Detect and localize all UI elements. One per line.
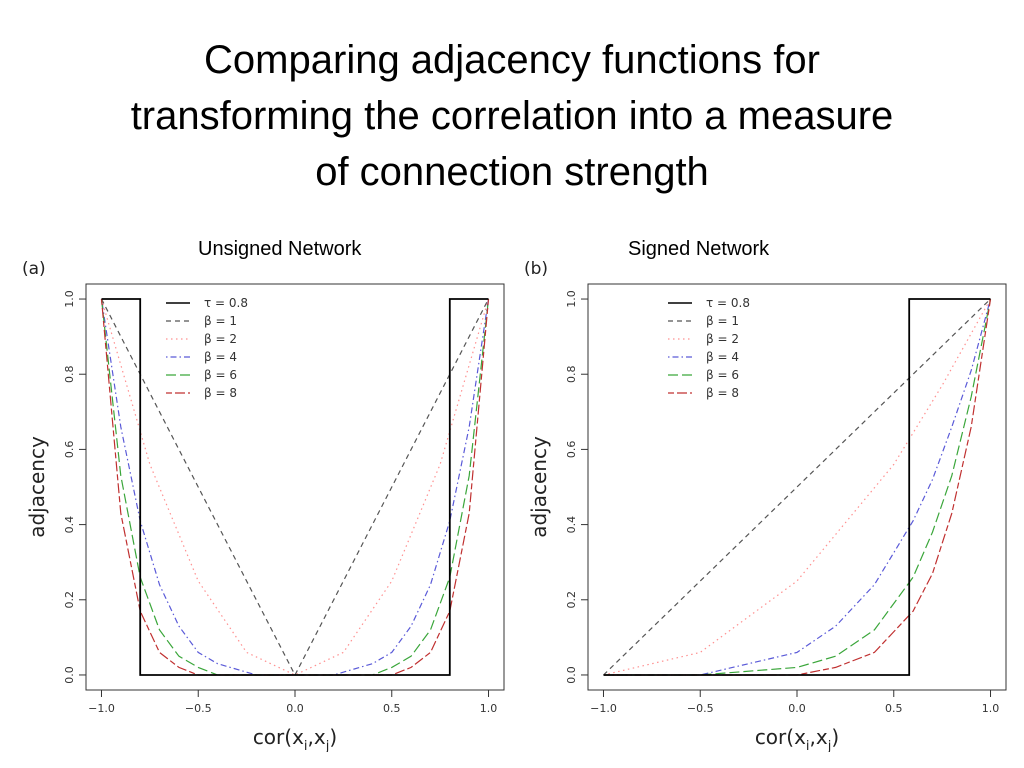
x-axis-label: cor(xi,xj) (253, 725, 337, 752)
x-tick-label: −0.5 (185, 702, 212, 715)
x-tick-label: −0.5 (687, 702, 714, 715)
x-tick-label: 1.0 (982, 702, 1000, 715)
legend-label: β = 1 (204, 314, 237, 328)
y-tick-label: 0.4 (565, 516, 578, 534)
legend-label: β = 2 (706, 332, 739, 346)
legend-label: β = 2 (204, 332, 237, 346)
legend-label: β = 6 (706, 368, 739, 382)
y-axis-label: adjacency (527, 436, 551, 538)
y-tick-label: 0.6 (565, 441, 578, 459)
legend-label: β = 1 (706, 314, 739, 328)
x-tick-label: 1.0 (480, 702, 498, 715)
series-line (603, 298, 992, 676)
panel-title-unsigned: Unsigned Network (198, 238, 362, 260)
series-line (100, 298, 490, 676)
chart-unsigned-network: (a) −1.0 −0.5 0.0 0.5 1.0 0.0 0.2 0.4 0.6 0.8 1.0 ad… (22, 259, 505, 752)
y-tick-label: 0.2 (63, 591, 76, 609)
x-tick-label: −1.0 (88, 702, 115, 715)
y-tick-label: 0.4 (63, 516, 76, 534)
slide-title: Comparing adjacency functions for transf… (60, 32, 964, 200)
series-line (100, 298, 490, 677)
slide-title-line: Comparing adjacency functions for (204, 38, 820, 82)
panel-label: (b) (524, 259, 548, 279)
series-line (603, 298, 991, 676)
slide-title-line: of connection strength (315, 150, 709, 194)
y-axis-label: adjacency (25, 436, 49, 538)
legend: τ = 0.8 β = 1 β = 2 β = 4 β = 6 β = 8 (668, 296, 750, 400)
x-tick-label: 0.0 (286, 702, 304, 715)
legend-label: β = 4 (204, 350, 237, 364)
legend-label: β = 4 (706, 350, 739, 364)
series-line (603, 298, 991, 676)
y-tick-label: 0.8 (565, 365, 578, 383)
y-tick-label: 0.0 (63, 666, 76, 684)
y-tick-label: 0.8 (63, 365, 76, 383)
legend-label: β = 6 (204, 368, 237, 382)
legend-label: τ = 0.8 (204, 296, 248, 310)
series-line (603, 298, 992, 676)
legend-label: β = 8 (204, 386, 237, 400)
y-tick-label: 0.2 (565, 591, 578, 609)
x-tick-label: 0.0 (788, 702, 806, 715)
x-tick-label: −1.0 (590, 702, 617, 715)
series-line (101, 298, 489, 676)
x-tick-label: 0.5 (885, 702, 903, 715)
legend-label: τ = 0.8 (706, 296, 750, 310)
y-tick-label: 0.0 (565, 666, 578, 684)
x-axis-label: cor(xi,xj) (755, 725, 839, 752)
series-line (603, 298, 992, 676)
y-tick-label: 1.0 (63, 290, 76, 308)
series-line (100, 298, 490, 676)
chart-signed-network: (b) −1.0 −0.5 0.0 0.5 1.0 0.0 0.2 0.4 0.6 0.8 1.0 ad… (524, 259, 1007, 752)
legend-label: β = 8 (706, 386, 739, 400)
legend: τ = 0.8 β = 1 β = 2 β = 4 β = 6 β = 8 (166, 296, 248, 400)
series-line (603, 298, 992, 676)
slide-title-line: transforming the correlation into a meas… (130, 94, 894, 138)
x-tick-label: 0.5 (383, 702, 401, 715)
y-tick-label: 1.0 (565, 290, 578, 308)
series-line (100, 298, 490, 676)
panel-title-signed: Signed Network (628, 238, 770, 260)
panel-label: (a) (22, 259, 46, 279)
y-tick-label: 0.6 (63, 441, 76, 459)
series-line (100, 298, 490, 676)
